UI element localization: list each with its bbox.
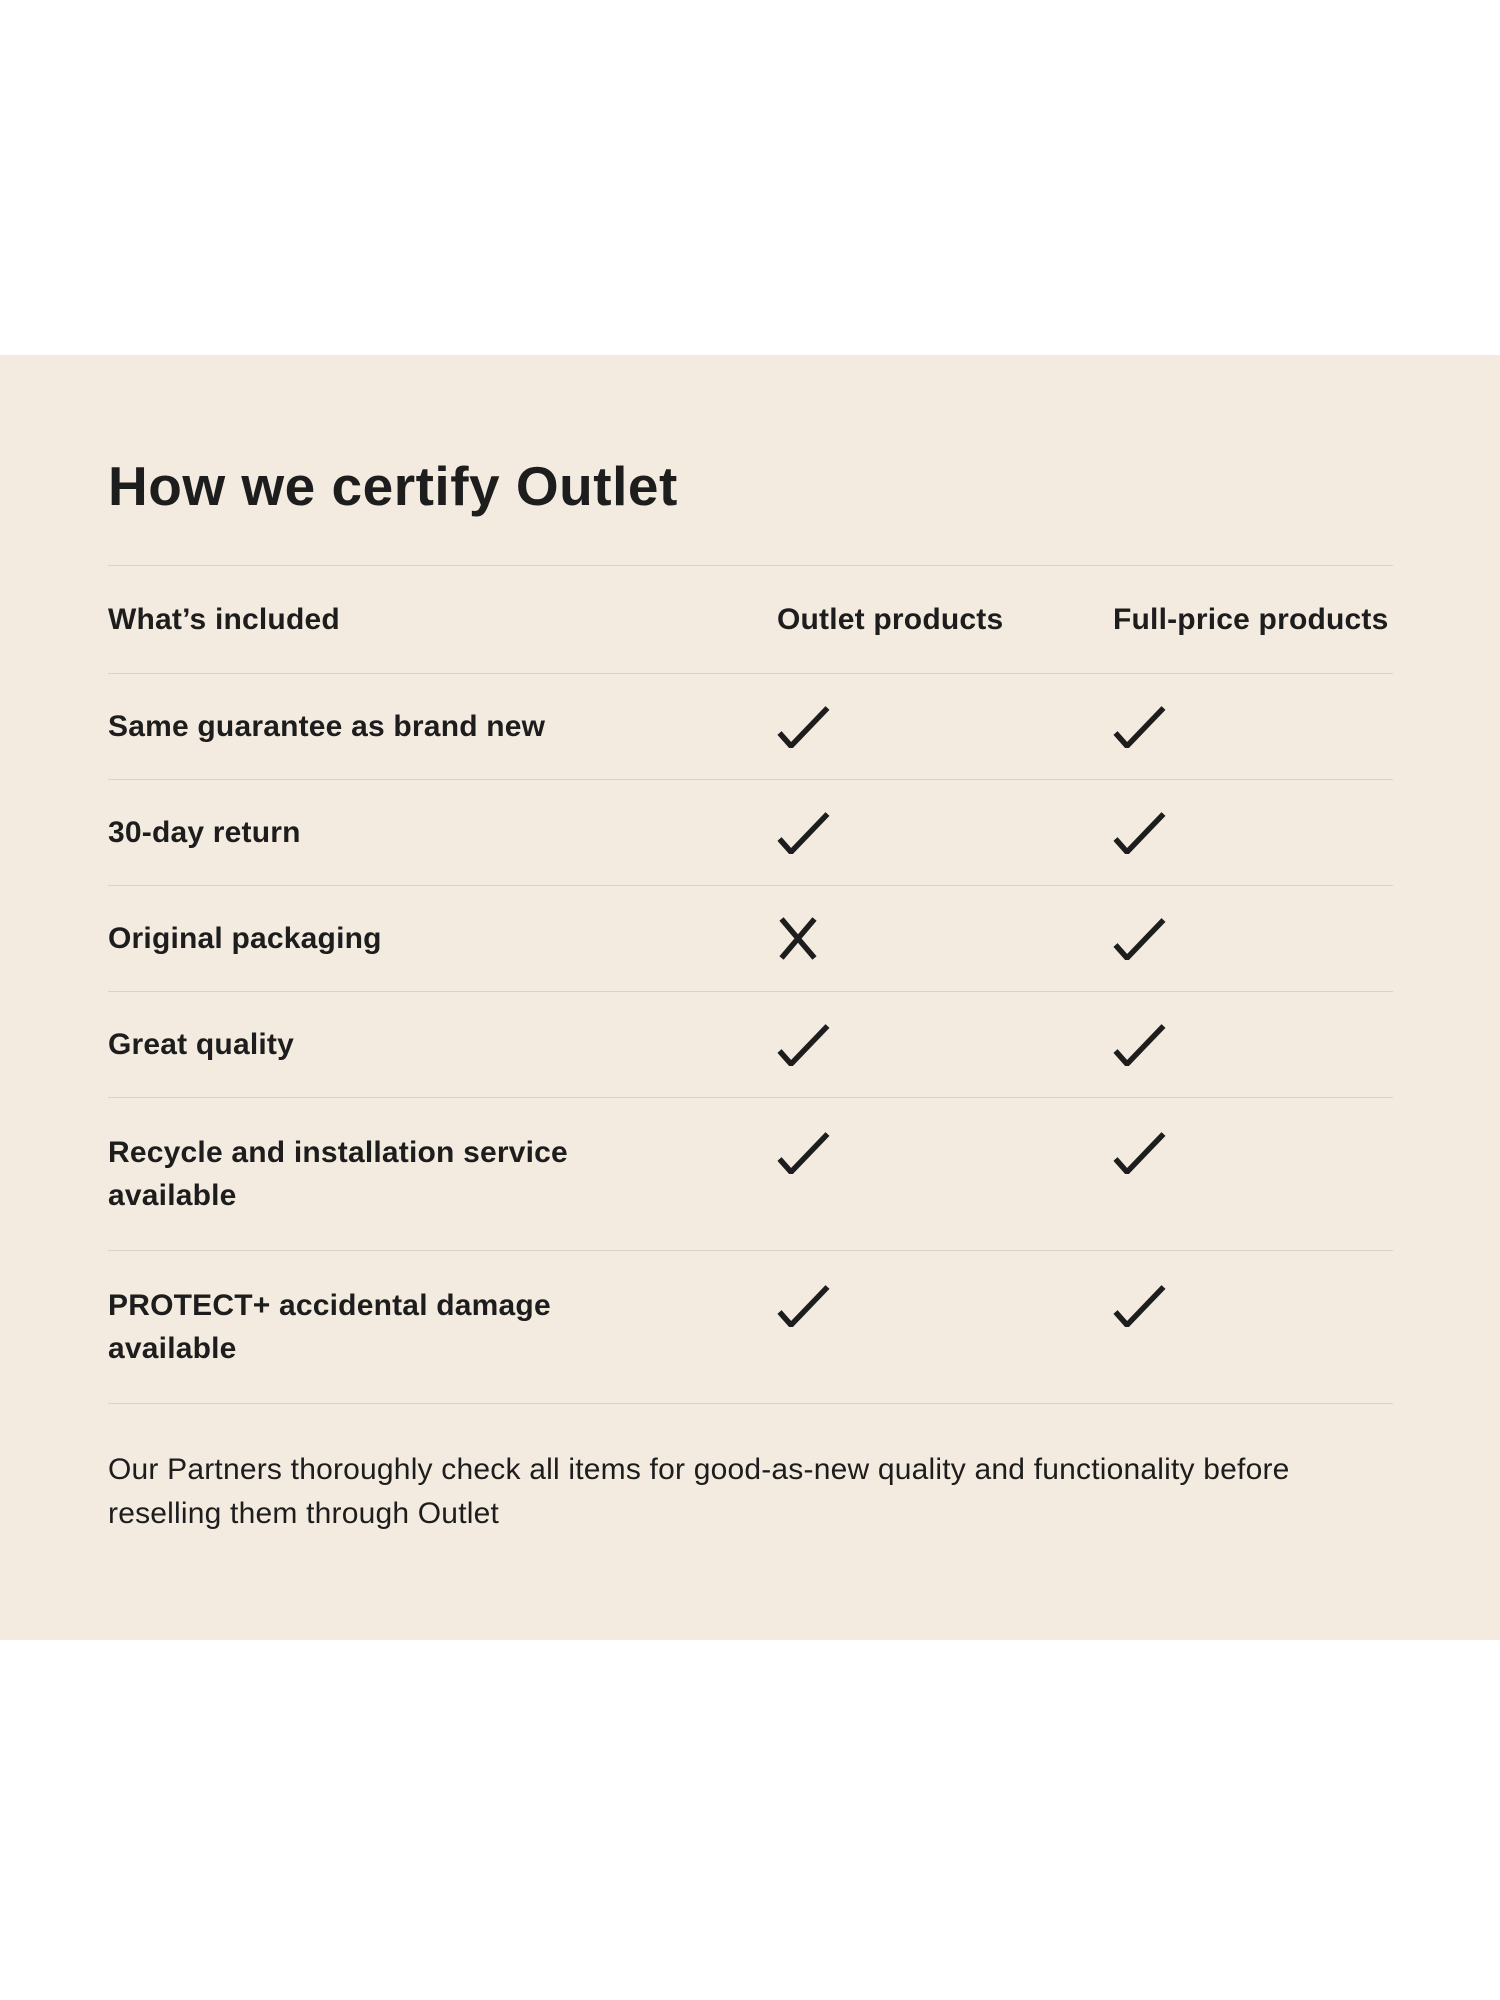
outlet-products-cell bbox=[777, 1023, 1113, 1066]
check-icon bbox=[777, 811, 830, 854]
table-row: Same guarantee as brand new bbox=[108, 673, 1393, 779]
check-icon bbox=[777, 1284, 830, 1327]
table-row: 30-day return bbox=[108, 779, 1393, 885]
check-icon bbox=[777, 705, 830, 748]
row-label: Original packaging bbox=[108, 922, 382, 955]
column-header-full-price-products: Full-price products bbox=[1113, 603, 1389, 636]
check-icon bbox=[1113, 1023, 1166, 1066]
check-icon bbox=[777, 1131, 830, 1174]
check-icon bbox=[1113, 811, 1166, 854]
outlet-products-cell bbox=[777, 705, 1113, 748]
row-label: Great quality bbox=[108, 1028, 294, 1061]
outlet-certify-section: How we certify Outlet What’s included Ou… bbox=[0, 355, 1500, 1640]
check-icon bbox=[1113, 1284, 1166, 1327]
table-row: Original packaging bbox=[108, 885, 1393, 991]
full-price-products-cell bbox=[1113, 811, 1393, 854]
row-label: Same guarantee as brand new bbox=[108, 710, 546, 743]
table-row: Great quality bbox=[108, 991, 1393, 1097]
outlet-products-cell bbox=[777, 811, 1113, 854]
table-header-row: What’s included Outlet products Full-pri… bbox=[108, 565, 1393, 673]
cross-icon bbox=[779, 917, 817, 960]
outlet-products-cell bbox=[777, 917, 1113, 960]
check-icon bbox=[1113, 1131, 1166, 1174]
row-label: 30-day return bbox=[108, 816, 301, 849]
table-row: PROTECT+ accidental damage available bbox=[108, 1250, 1393, 1403]
full-price-products-cell bbox=[1113, 1023, 1393, 1066]
full-price-products-cell bbox=[1113, 1284, 1393, 1327]
full-price-products-cell bbox=[1113, 705, 1393, 748]
row-label: PROTECT+ accidental damage available bbox=[108, 1289, 551, 1365]
column-header-outlet-products: Outlet products bbox=[777, 603, 1004, 636]
column-header-whats-included: What’s included bbox=[108, 603, 340, 636]
full-price-products-cell bbox=[1113, 917, 1393, 960]
outlet-products-cell bbox=[777, 1131, 1113, 1174]
section-container: How we certify Outlet What’s included Ou… bbox=[108, 355, 1393, 1536]
row-label: Recycle and installation service availabl… bbox=[108, 1136, 568, 1212]
check-icon bbox=[1113, 917, 1166, 960]
outlet-products-cell bbox=[777, 1284, 1113, 1327]
check-icon bbox=[777, 1023, 830, 1066]
certify-table: What’s included Outlet products Full-pri… bbox=[108, 565, 1393, 1403]
full-price-products-cell bbox=[1113, 1131, 1393, 1174]
check-icon bbox=[1113, 705, 1166, 748]
table-row: Recycle and installation service availabl… bbox=[108, 1097, 1393, 1250]
section-title: How we certify Outlet bbox=[108, 455, 678, 517]
footnote: Our Partners thoroughly check all items … bbox=[108, 1403, 1393, 1536]
